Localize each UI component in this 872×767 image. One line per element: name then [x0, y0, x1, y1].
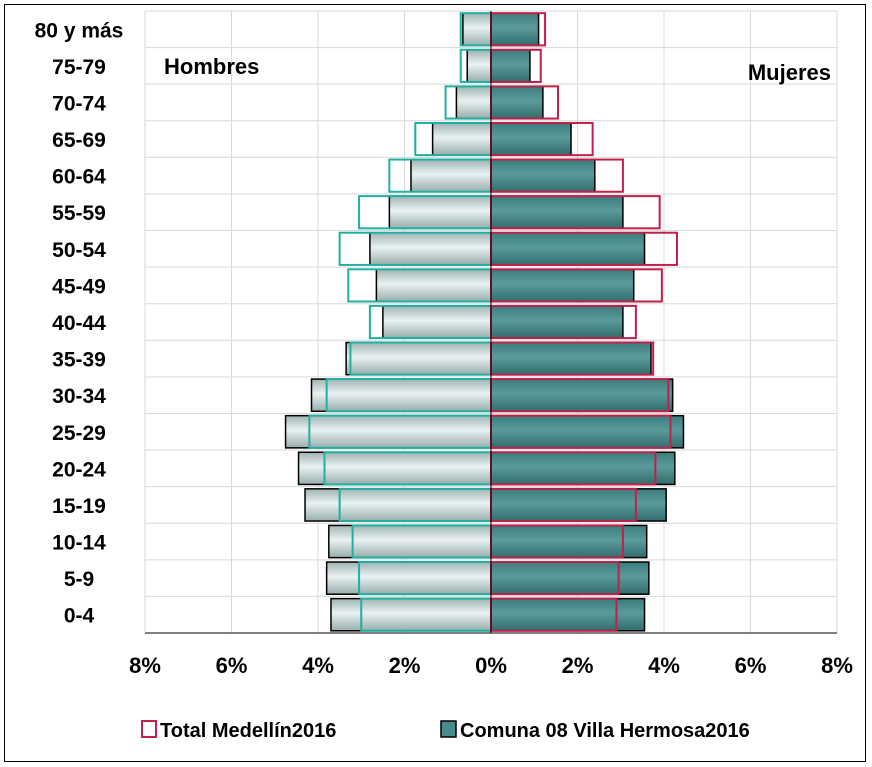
category-label: 5-9	[64, 568, 94, 591]
category-label: 25-29	[52, 422, 106, 445]
bar-male-villa-hermosa	[410, 158, 492, 193]
x-tick-label: 4%	[648, 653, 680, 678]
category-label: 45-49	[52, 275, 106, 298]
bar-female-villa-hermosa	[490, 561, 650, 595]
bar-female-villa-hermosa	[490, 231, 646, 266]
category-label: 80 y más	[35, 19, 124, 42]
legend-label-medellin: Total Medellín2016	[160, 720, 336, 742]
annotation-mujeres: Mujeres	[748, 60, 831, 85]
category-label: 30-34	[52, 385, 106, 408]
bar-male-villa-hermosa	[369, 231, 492, 266]
x-tick-label: 8%	[129, 653, 161, 678]
bar-male-villa-hermosa	[466, 49, 492, 83]
bar-female-villa-hermosa	[490, 195, 624, 230]
category-label: 20-24	[52, 458, 106, 481]
bar-female-villa-hermosa	[490, 305, 624, 339]
category-label: 65-69	[52, 129, 106, 152]
bar-female-villa-hermosa	[490, 378, 674, 413]
bar-female-villa-hermosa	[490, 524, 648, 559]
x-tick-label: 6%	[735, 653, 767, 678]
legend-swatch-medellin	[141, 720, 157, 738]
bar-female-villa-hermosa	[490, 49, 531, 83]
bar-male-villa-hermosa	[297, 451, 492, 486]
bar-male-villa-hermosa	[375, 268, 492, 303]
bar-female-villa-hermosa	[490, 597, 646, 632]
bar-male-villa-hermosa	[382, 305, 492, 339]
bar-male-villa-hermosa	[304, 488, 492, 522]
population-pyramid-chart: 8% 6% 4% 2% 0% 2% 4% 6% 8% 0-4 5-9 10-14 15-19 20-24 2…	[35, 10, 853, 742]
annotation-hombres: Hombres	[164, 54, 259, 79]
category-label: 0-4	[64, 605, 95, 628]
bar-female-villa-hermosa	[490, 488, 667, 522]
bar-female-villa-hermosa	[490, 341, 652, 376]
bar-male-villa-hermosa	[325, 561, 492, 595]
bar-female-villa-hermosa	[490, 85, 544, 120]
bar-male-villa-hermosa	[462, 12, 492, 47]
category-label: 15-19	[52, 495, 106, 518]
bar-female-villa-hermosa	[490, 122, 572, 156]
bar-male-villa-hermosa	[330, 597, 492, 632]
bar-female-villa-hermosa	[490, 12, 540, 47]
bar-female-villa-hermosa	[490, 158, 596, 193]
bar-male-villa-hermosa	[345, 341, 492, 376]
bar-female-villa-hermosa	[490, 268, 635, 303]
legend-swatch-villa-hermosa	[440, 720, 457, 738]
category-label: 40-44	[52, 312, 106, 335]
category-label: 55-59	[52, 202, 106, 225]
bar-male-villa-hermosa	[310, 378, 492, 413]
bar-male-villa-hermosa	[431, 122, 492, 156]
x-tick-label: 8%	[821, 653, 853, 678]
chart-frame: 8% 6% 4% 2% 0% 2% 4% 6% 8% 0-4 5-9 10-14 15-19 20-24 2…	[4, 4, 866, 762]
bar-female-villa-hermosa	[490, 414, 685, 449]
category-label: 75-79	[52, 56, 106, 79]
bar-male-villa-hermosa	[388, 195, 492, 230]
bar-female-villa-hermosa	[490, 451, 676, 486]
category-label: 60-64	[52, 166, 106, 189]
category-label: 35-39	[52, 349, 106, 372]
x-tick-label: 2%	[389, 653, 421, 678]
legend-label-villa-hermosa: Comuna 08 Villa Hermosa2016	[460, 720, 750, 742]
bar-male-villa-hermosa	[455, 85, 492, 120]
bar-male-villa-hermosa	[284, 414, 492, 449]
x-tick-label: 6%	[216, 653, 248, 678]
category-label: 50-54	[52, 239, 106, 262]
x-tick-label: 0%	[475, 653, 507, 678]
x-tick-label: 2%	[562, 653, 594, 678]
category-label: 10-14	[52, 532, 106, 555]
x-tick-label: 4%	[302, 653, 334, 678]
category-label: 70-74	[52, 92, 106, 115]
